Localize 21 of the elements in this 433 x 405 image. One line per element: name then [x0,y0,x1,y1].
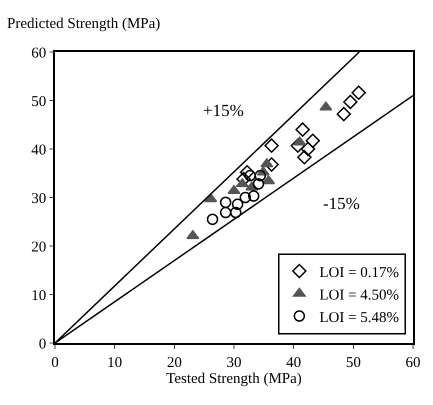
y-tick-label: 60 [31,45,46,62]
legend-label: LOI = 0.17% [319,264,400,281]
x-tick-label: 50 [346,354,361,371]
x-tick-label: 60 [406,354,420,371]
y-axis-title: Predicted Strength (MPa) [7,16,160,32]
y-tick-label: 20 [31,239,46,256]
y-tick-label: 10 [31,288,46,304]
x-tick-label: 40 [286,354,302,371]
annotation: +15% [203,101,244,120]
x-tick-label: 0 [51,354,59,371]
legend-label: LOI = 5.48% [319,310,400,326]
x-tick-label: 10 [107,354,122,371]
y-tick-label: 40 [31,142,46,158]
x-tick-label: 20 [166,354,182,371]
legend-label: LOI = 4.50% [319,287,400,304]
x-tick-label: 30 [226,354,242,371]
x-axis-title: Tested Strength (MPa) [166,370,302,387]
y-tick-label: 0 [38,336,46,352]
annotation: -15% [323,194,360,213]
y-tick-label: 30 [31,190,46,207]
y-tick-label: 50 [31,94,46,110]
